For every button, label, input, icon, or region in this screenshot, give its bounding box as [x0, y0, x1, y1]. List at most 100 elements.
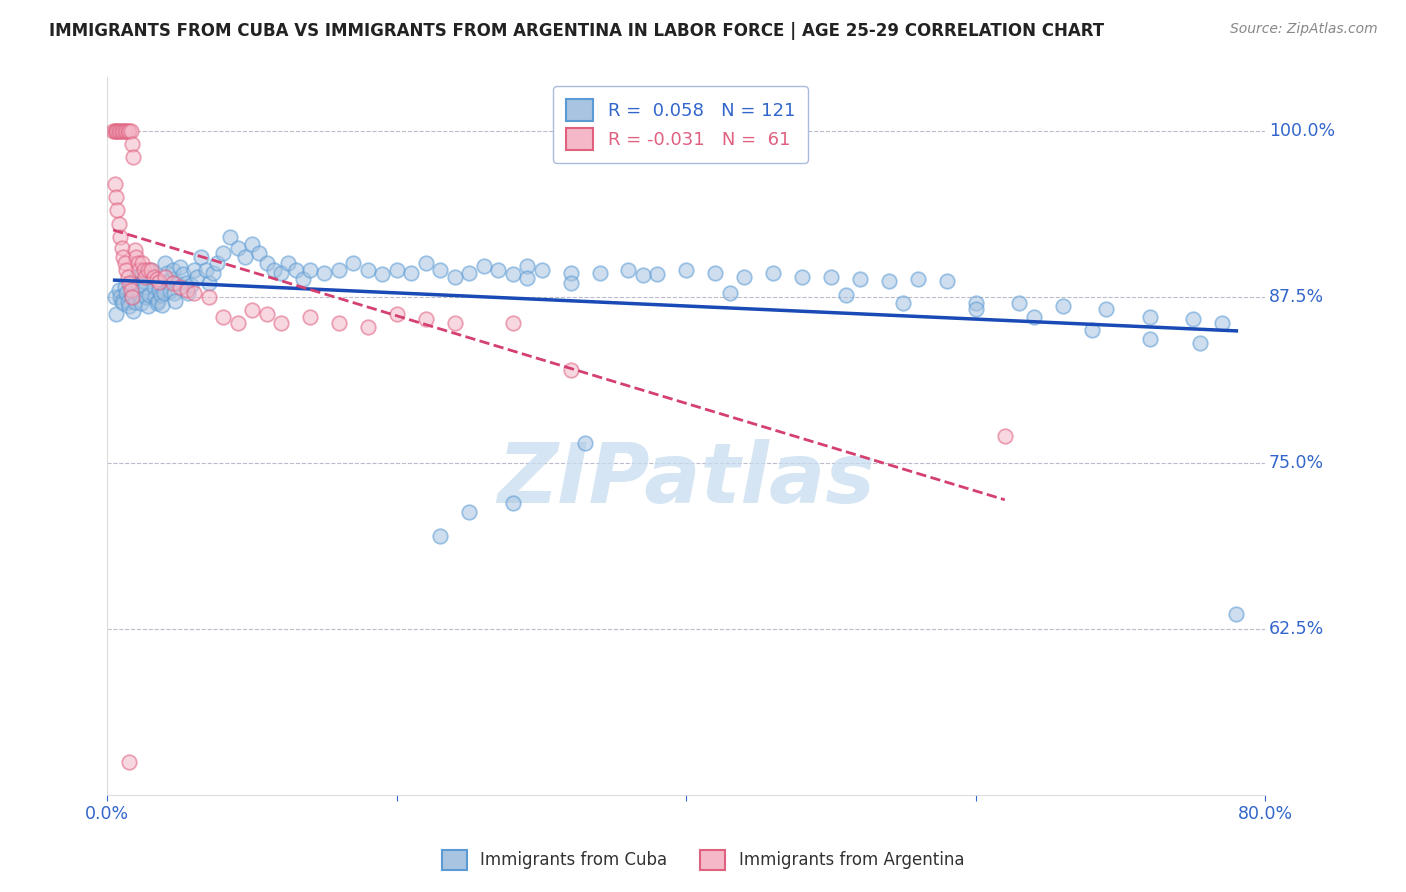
Point [415, 256, 437, 270]
Point [162, 277, 184, 291]
Point [516, 271, 538, 285]
Text: 87.5%: 87.5% [1268, 288, 1324, 306]
Point [107, 123, 129, 137]
Point [298, 310, 321, 324]
Point [502, 316, 524, 330]
Point [240, 303, 263, 318]
Point [1008, 296, 1031, 310]
Point [180, 277, 202, 292]
Point [142, 269, 165, 284]
Point [114, 256, 136, 270]
Point [443, 316, 465, 330]
Point [284, 263, 307, 277]
Point [139, 263, 162, 277]
Point [146, 293, 169, 308]
Point [458, 266, 481, 280]
Point [226, 316, 249, 330]
Point [298, 263, 321, 277]
Point [197, 290, 219, 304]
Point [118, 755, 141, 769]
Point [134, 280, 156, 294]
Point [1052, 299, 1074, 313]
Point [115, 263, 138, 277]
Point [107, 203, 129, 218]
Point [122, 304, 145, 318]
Point [162, 263, 184, 277]
Point [145, 272, 167, 286]
Point [965, 301, 987, 316]
Point [226, 241, 249, 255]
Point [560, 277, 582, 291]
Point [1211, 316, 1233, 330]
Point [197, 277, 219, 291]
Point [111, 123, 134, 137]
Point [291, 272, 314, 286]
Point [401, 266, 423, 280]
Point [169, 260, 191, 275]
Point [277, 256, 299, 270]
Point [458, 505, 481, 519]
Point [128, 263, 150, 277]
Point [115, 123, 138, 137]
Point [212, 245, 235, 260]
Point [108, 123, 131, 137]
Point [134, 269, 156, 284]
Point [127, 277, 149, 292]
Point [415, 312, 437, 326]
Text: IMMIGRANTS FROM CUBA VS IMMIGRANTS FROM ARGENTINA IN LABOR FORCE | AGE 25-29 COR: IMMIGRANTS FROM CUBA VS IMMIGRANTS FROM … [49, 22, 1104, 40]
Point [328, 263, 350, 277]
Point [148, 275, 170, 289]
Point [994, 429, 1017, 443]
Point [207, 256, 229, 270]
Point [647, 267, 669, 281]
Point [138, 288, 160, 302]
Point [371, 267, 394, 281]
Text: ZIPatlas: ZIPatlas [498, 439, 876, 520]
Legend: Immigrants from Cuba, Immigrants from Argentina: Immigrants from Cuba, Immigrants from Ar… [434, 843, 972, 877]
Point [141, 271, 163, 285]
Point [121, 136, 143, 151]
Point [893, 296, 915, 310]
Point [631, 268, 654, 283]
Point [111, 293, 134, 308]
Point [907, 272, 929, 286]
Point [502, 267, 524, 281]
Point [142, 280, 165, 294]
Point [429, 263, 451, 277]
Point [148, 283, 170, 297]
Point [560, 363, 582, 377]
Point [176, 283, 198, 297]
Point [122, 150, 145, 164]
Text: 62.5%: 62.5% [1268, 620, 1324, 638]
Point [183, 263, 205, 277]
Point [560, 266, 582, 280]
Point [104, 123, 127, 137]
Point [117, 269, 139, 284]
Point [139, 263, 162, 277]
Point [762, 266, 785, 280]
Point [156, 266, 179, 280]
Point [502, 496, 524, 510]
Point [256, 307, 278, 321]
Point [104, 177, 127, 191]
Point [247, 245, 270, 260]
Point [792, 269, 814, 284]
Point [165, 293, 187, 308]
Point [108, 283, 131, 297]
Point [120, 283, 142, 297]
Point [159, 285, 181, 299]
Point [357, 320, 380, 334]
Point [132, 274, 155, 288]
Point [110, 230, 132, 244]
Point [118, 123, 141, 137]
Point [143, 290, 166, 304]
Point [117, 295, 139, 310]
Point [219, 230, 242, 244]
Point [108, 217, 131, 231]
Point [169, 280, 191, 294]
Point [1181, 312, 1204, 326]
Point [101, 123, 124, 137]
Point [270, 316, 292, 330]
Point [120, 123, 142, 137]
Point [256, 256, 278, 270]
